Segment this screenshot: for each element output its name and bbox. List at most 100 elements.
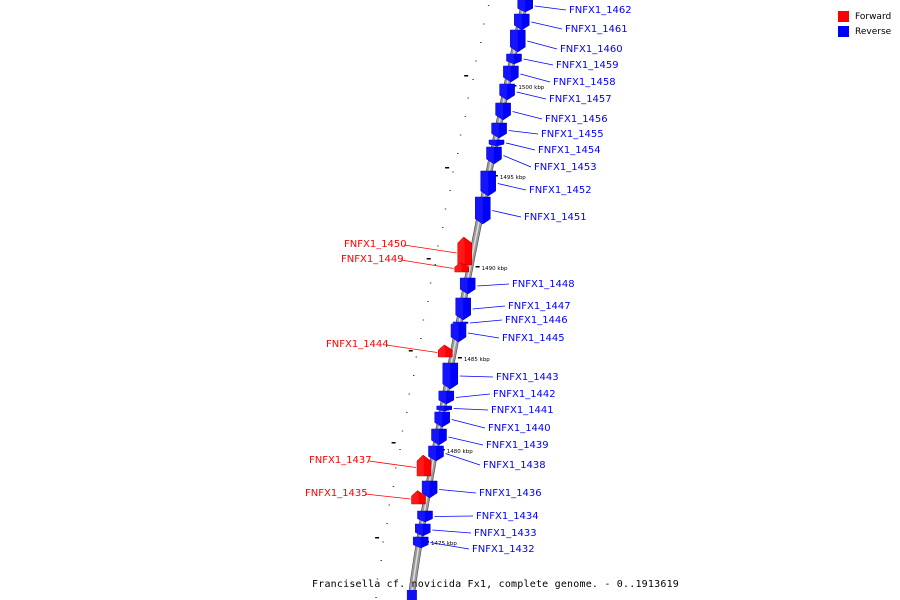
gene-fnfx1_1458[interactable]: FNFX1_1458 xyxy=(503,65,616,88)
gene-fnfx1_1459[interactable]: FNFX1_1459 xyxy=(506,53,619,71)
gene-fnfx1_1454[interactable]: FNFX1_1454 xyxy=(488,139,601,156)
gene-arrow[interactable] xyxy=(436,405,452,412)
gene-label[interactable]: FNFX1_1432 xyxy=(472,544,535,555)
gene-arrow[interactable] xyxy=(450,323,467,343)
gene-fnfx1_1437[interactable]: FNFX1_1437 xyxy=(309,454,432,477)
gene-fnfx1_1449[interactable]: FNFX1_1449 xyxy=(341,254,469,273)
gene-fnfx1_1441[interactable]: FNFX1_1441 xyxy=(436,405,554,416)
gene-label[interactable]: FNFX1_1451 xyxy=(524,212,587,223)
gene-label[interactable]: FNFX1_1460 xyxy=(560,44,623,55)
gene-arrow[interactable] xyxy=(480,170,496,197)
gene-arrow[interactable] xyxy=(517,0,533,13)
gene-arrow[interactable] xyxy=(452,321,469,325)
gene-fnfx1_1456[interactable]: FNFX1_1456 xyxy=(495,102,608,125)
gene-arrow[interactable] xyxy=(495,102,511,121)
gene-arrow[interactable] xyxy=(488,139,505,147)
gene-fnfx1_1460[interactable]: FNFX1_1460 xyxy=(510,29,623,55)
gene-fnfx1_1440[interactable]: FNFX1_1440 xyxy=(434,411,551,434)
gene-fnfx1_1436[interactable]: FNFX1_1436 xyxy=(421,480,542,499)
gene-fnfx1_1453[interactable]: FNFX1_1453 xyxy=(486,146,597,173)
gene-fnfx1_1445[interactable]: FNFX1_1445 xyxy=(450,323,565,344)
gene-arrow-highlight xyxy=(486,147,494,164)
gene-arrow[interactable] xyxy=(454,262,469,273)
gene-fnfx1_1448[interactable]: FNFX1_1448 xyxy=(459,277,575,295)
gene-label[interactable]: FNFX1_1433 xyxy=(474,528,537,539)
gene-label[interactable]: FNFX1_1445 xyxy=(502,333,565,344)
scale-label: 1475 kbp xyxy=(431,541,457,547)
gene-fnfx1_1433[interactable]: FNFX1_1433 xyxy=(415,523,537,539)
gene-label[interactable]: FNFX1_1444 xyxy=(326,339,389,350)
gene-arrow[interactable] xyxy=(475,196,491,225)
gene-arrow[interactable] xyxy=(438,344,453,358)
gene-arrow[interactable] xyxy=(438,390,455,405)
gene-leader-line xyxy=(492,210,522,218)
gene-fnfx1_1432[interactable]: FNFX1_1432 xyxy=(412,536,535,555)
gene-fnfx1_1457[interactable]: FNFX1_1457 xyxy=(499,83,612,105)
gene-label[interactable]: FNFX1_1456 xyxy=(545,114,608,125)
gene-fnfx1_1435[interactable]: FNFX1_1435 xyxy=(305,488,426,505)
gene-label[interactable]: FNFX1_1462 xyxy=(569,5,632,16)
gene-fnfx1_1439[interactable]: FNFX1_1439 xyxy=(431,428,549,451)
gene-arrow[interactable] xyxy=(434,411,450,428)
gene-leader-line xyxy=(520,73,551,83)
gene-label[interactable]: FNFX1_1455 xyxy=(541,129,604,140)
gene-label[interactable]: FNFX1_1461 xyxy=(565,24,628,35)
gene-label[interactable]: FNFX1_1434 xyxy=(476,511,539,522)
gene-label[interactable]: FNFX1_1438 xyxy=(483,460,546,471)
gene-arrow[interactable] xyxy=(415,523,431,537)
gene-label[interactable]: FNFX1_1450 xyxy=(344,239,407,250)
gene-arrow[interactable] xyxy=(442,362,459,390)
gene-arrow[interactable] xyxy=(416,454,432,477)
gene-arrow[interactable] xyxy=(491,122,507,139)
gene-label[interactable]: FNFX1_1454 xyxy=(538,145,601,156)
gene-arrow[interactable] xyxy=(459,277,476,295)
gene-fnfx1_1452[interactable]: FNFX1_1452 xyxy=(480,170,592,197)
gene-fnfx1_1444[interactable]: FNFX1_1444 xyxy=(326,339,453,358)
gene-leader-line xyxy=(445,453,481,466)
gene-label[interactable]: FNFX1_1459 xyxy=(556,60,619,71)
gene-label[interactable]: FNFX1_1448 xyxy=(512,279,575,290)
gene-arrow[interactable] xyxy=(421,480,438,499)
gene-arrow[interactable] xyxy=(510,29,526,53)
gene-label[interactable]: FNFX1_1457 xyxy=(549,94,612,105)
gene-arrow[interactable] xyxy=(499,83,515,101)
gene-arrow[interactable] xyxy=(486,146,502,165)
gene-arrow[interactable] xyxy=(411,490,426,505)
gene-label[interactable]: FNFX1_1439 xyxy=(486,440,549,451)
gene-fnfx1_1462[interactable]: FNFX1_1462 xyxy=(517,0,632,16)
gene-fnfx1_1443[interactable]: FNFX1_1443 xyxy=(442,362,559,390)
gene-label[interactable]: FNFX1_1458 xyxy=(553,77,616,88)
gene-arrow[interactable] xyxy=(503,65,519,83)
gene-label[interactable]: FNFX1_1442 xyxy=(493,389,556,400)
gene-label[interactable]: FNFX1_1452 xyxy=(529,185,592,196)
gene-arrow[interactable] xyxy=(457,236,472,266)
gene-fnfx1_1442[interactable]: FNFX1_1442 xyxy=(438,389,556,405)
gene-fnfx1_1446[interactable]: FNFX1_1446 xyxy=(452,315,568,326)
gene-label[interactable]: FNFX1_1447 xyxy=(508,301,571,312)
gene-arrow[interactable] xyxy=(514,13,530,31)
gene-label[interactable]: FNFX1_1436 xyxy=(479,488,542,499)
gene-arrow[interactable] xyxy=(428,445,444,462)
gene-label[interactable]: FNFX1_1453 xyxy=(534,162,597,173)
gene-label[interactable]: FNFX1_1449 xyxy=(341,254,404,265)
gene-label[interactable]: FNFX1_1437 xyxy=(309,455,372,466)
gene-label[interactable]: FNFX1_1435 xyxy=(305,488,368,499)
gene-label[interactable]: FNFX1_1441 xyxy=(491,405,554,416)
gene-arrow[interactable] xyxy=(417,510,433,523)
gene-arrow[interactable] xyxy=(506,53,522,65)
minor-tick xyxy=(406,412,408,413)
gene-fnfx1_1461[interactable]: FNFX1_1461 xyxy=(514,13,628,35)
gene-arrow[interactable] xyxy=(455,297,471,321)
gene-label[interactable]: FNFX1_1446 xyxy=(505,315,568,326)
gene-fnfx1_1447[interactable]: FNFX1_1447 xyxy=(455,297,571,321)
gene-fnfx1_1450[interactable]: FNFX1_1450 xyxy=(344,236,472,266)
gene-fnfx1_1455[interactable]: FNFX1_1455 xyxy=(491,122,604,140)
gene-label[interactable]: FNFX1_1443 xyxy=(496,372,559,383)
gene-arrow[interactable] xyxy=(431,428,447,446)
gene-arrow[interactable] xyxy=(412,536,429,549)
gene-fnfx1_1434[interactable]: FNFX1_1434 xyxy=(417,510,539,523)
gene-label[interactable]: FNFX1_1440 xyxy=(488,423,551,434)
gene-fnfx1_1451[interactable]: FNFX1_1451 xyxy=(475,196,587,225)
gene-fnfx1_1438[interactable]: FNFX1_1438 xyxy=(428,445,546,471)
